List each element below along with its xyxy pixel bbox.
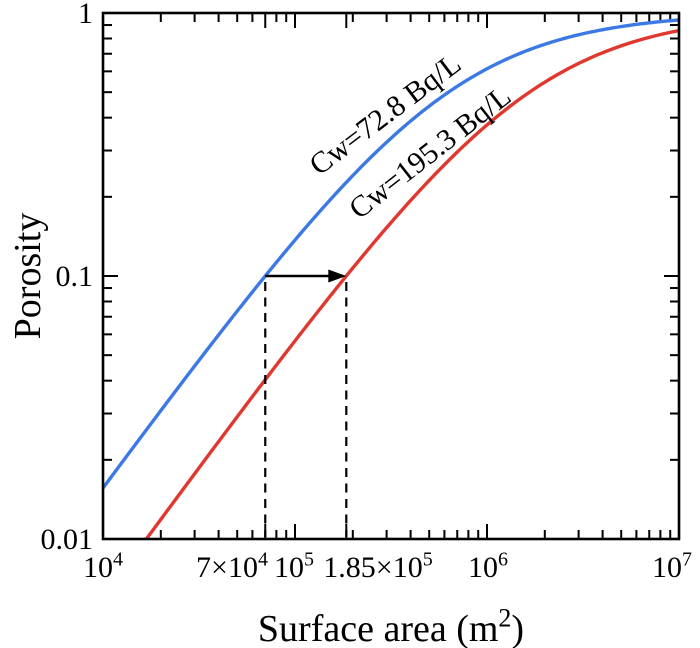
x-tick-label: 107 (652, 549, 692, 584)
x-tick-label: 106 (468, 549, 508, 584)
tick-labels: 104 7×104 105 1.85×105 106 107 1 0.1 0.01 (41, 0, 693, 584)
y-axis-title: Porosity (7, 213, 49, 340)
x-tick-label: 104 (83, 549, 123, 584)
y-tick-label: 1 (78, 0, 93, 30)
arrow-head (328, 269, 347, 283)
y-tick-label: 0.01 (41, 523, 94, 556)
x-tick-label: 105 (274, 549, 314, 584)
tick-marks (102, 12, 680, 540)
y-tick-label: 0.1 (56, 260, 94, 293)
x-tick-label: 7×104 (196, 549, 268, 584)
plot-frame (101, 11, 681, 541)
x-axis-title: Surface area (m2) (258, 604, 524, 648)
annotations (264, 269, 348, 537)
data-curves (103, 18, 679, 539)
series-curve-1 (144, 28, 679, 539)
series-curve-0 (103, 18, 679, 490)
series-label-red: Cw=195.3 Bq/L (343, 79, 517, 225)
x-tick-label: 1.85×105 (323, 549, 432, 584)
